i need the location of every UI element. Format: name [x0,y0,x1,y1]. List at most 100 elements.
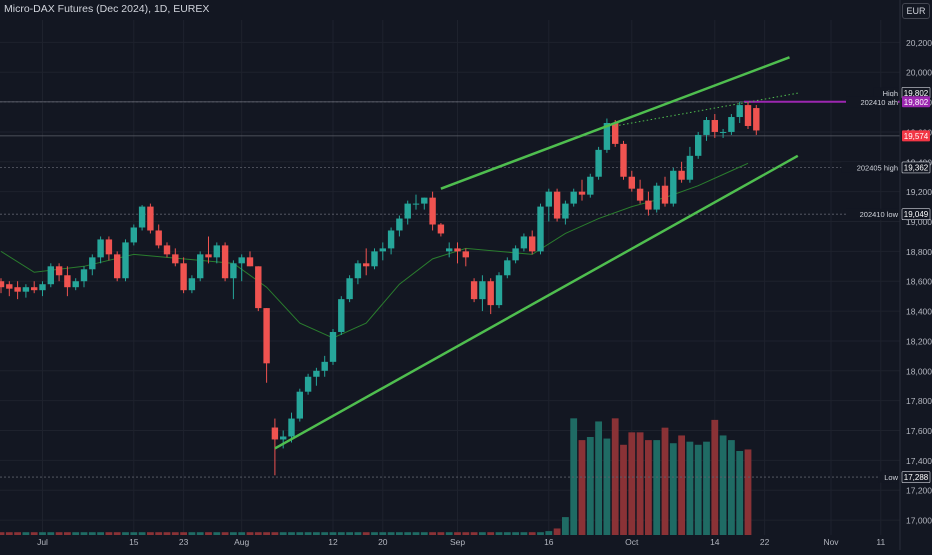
candle-body [55,266,63,276]
candle-body [636,188,644,201]
y-tick-label: 18,200 [906,336,932,346]
candle-body [263,308,270,364]
level-value-box [901,161,931,174]
y-tick-label: 20,200 [906,38,932,48]
volume-bar [678,435,685,535]
y-tick-label: 18,800 [906,247,932,257]
level-value-label: 19,574 [904,132,929,141]
candle-body [562,203,569,219]
x-tick-label: 15 [129,537,139,547]
volume-bar [404,532,412,535]
volume-bar [105,532,113,535]
volume-bar [387,532,395,535]
volume-bar [661,427,669,535]
candle-body [628,176,635,189]
candle-body [346,278,353,300]
volume-bar [611,418,619,535]
candle-body [711,120,718,132]
volume-bar [72,532,80,535]
candle-body [130,227,137,243]
level-value-box [901,471,931,483]
candle-body [578,191,586,195]
x-tick-label: Nov [823,537,839,547]
volume-bar [694,444,702,535]
candle-body [603,123,611,150]
volume-bar [321,532,329,535]
candle-body [22,287,30,292]
candle-body [280,436,287,440]
level-name-label: Low [884,473,898,482]
volume-bar [553,528,561,535]
candle-body [188,278,196,291]
level-name-label: 202410 ath [860,98,898,107]
candle-body [147,206,154,231]
volume-bar [271,532,279,535]
candle-body [47,266,54,285]
x-tick-label: 14 [710,537,720,547]
y-tick-label: 18,000 [906,366,932,376]
candle-body [64,275,71,288]
candle-body [80,269,88,282]
volume-bar [279,532,287,535]
currency-button[interactable]: EUR [902,3,930,19]
candles [0,101,760,476]
volume-bar [213,532,221,535]
level-value-box [902,96,930,108]
volume-bar [362,532,370,535]
moving-average-layer [0,162,749,339]
candle-body [736,105,743,118]
volume-bar [736,451,744,535]
x-tick-label: Jul [37,537,48,547]
x-tick-label: 22 [760,537,770,547]
candle-body [454,248,461,252]
grid-lines [0,20,900,535]
candle-body [89,257,96,270]
volume-bar [188,532,196,535]
candle-body [719,131,727,133]
time-axis: Jul 15 23 Aug 12 20 Sep 16 Oct 14 22 Nov 11 [37,537,885,547]
volume-bar [620,444,627,535]
candle-body [354,263,362,279]
price-axis: 17,000 17,200 17,400 17,600 17,800 18,000 18,2… [899,0,932,550]
volume-bar [254,532,262,535]
volume-bar [412,532,420,535]
volume-bar [379,532,387,535]
candle-body [296,391,303,419]
candle-body [653,185,660,210]
volume-bar [545,531,553,535]
candle-body [437,224,445,234]
volume-bar [487,532,495,535]
volume-bar [337,532,345,535]
volume-bar [371,532,378,535]
y-tick-label: 19,200 [906,187,932,197]
volume-bar [728,440,735,535]
candle-body [72,281,79,288]
volume-bar [578,440,586,535]
candle-body [379,248,386,252]
volume-bar [437,532,445,535]
candle-body [114,254,121,279]
trendline-upper-channel-extension [615,92,798,127]
candle-body [520,236,528,249]
candle-body [661,185,669,204]
volume-bar [55,532,63,535]
volume-bar [354,532,362,535]
candle-body [703,120,710,135]
y-tick-label: 18,400 [906,307,932,317]
candle-body [122,242,129,279]
level-value-box [901,208,931,221]
volume-bar [304,532,312,535]
candle-body [14,287,21,292]
volume-bar [180,532,187,535]
candle-body [744,105,752,126]
candle-body [255,266,262,309]
y-tick-label: 19,000 [906,217,932,227]
volume-bar [562,517,569,535]
candle-body [462,251,469,258]
level-name-bg [846,208,898,220]
candle-body [105,239,113,255]
candle-body [288,418,295,437]
candle-body [529,236,536,252]
